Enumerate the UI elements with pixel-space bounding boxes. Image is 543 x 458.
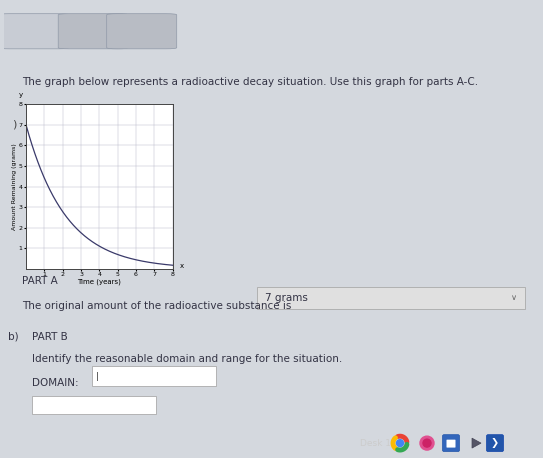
Bar bbox=[92, 366, 216, 387]
Text: ❯: ❯ bbox=[491, 438, 499, 448]
X-axis label: Time (years): Time (years) bbox=[78, 278, 121, 285]
Circle shape bbox=[396, 440, 403, 447]
Text: The original amount of the radioactive substance is: The original amount of the radioactive s… bbox=[22, 301, 292, 311]
Circle shape bbox=[420, 436, 434, 450]
Bar bbox=[32, 396, 156, 414]
FancyBboxPatch shape bbox=[487, 435, 503, 452]
Text: DOMAIN:: DOMAIN: bbox=[32, 378, 79, 388]
Text: ∨: ∨ bbox=[511, 293, 517, 302]
Y-axis label: Amount Remaining (grams): Amount Remaining (grams) bbox=[12, 143, 17, 230]
Text: x: x bbox=[180, 263, 184, 269]
Text: |: | bbox=[96, 372, 99, 381]
Text: ): ) bbox=[12, 120, 17, 129]
Text: The graph below represents a radioactive decay situation. Use this graph for par: The graph below represents a radioactive… bbox=[22, 77, 478, 87]
Text: 7 grams: 7 grams bbox=[265, 293, 308, 303]
Polygon shape bbox=[472, 438, 481, 448]
FancyBboxPatch shape bbox=[106, 14, 176, 49]
Text: PART B: PART B bbox=[32, 332, 68, 342]
FancyBboxPatch shape bbox=[0, 14, 69, 49]
FancyBboxPatch shape bbox=[446, 440, 456, 447]
Bar bbox=[257, 287, 525, 309]
FancyBboxPatch shape bbox=[443, 435, 459, 452]
Text: PART A: PART A bbox=[22, 276, 58, 286]
Text: y: y bbox=[18, 92, 23, 98]
Circle shape bbox=[423, 439, 431, 447]
FancyBboxPatch shape bbox=[58, 14, 128, 49]
Text: Desk 1: Desk 1 bbox=[360, 439, 391, 447]
Text: Identify the reasonable domain and range for the situation.: Identify the reasonable domain and range… bbox=[32, 354, 343, 365]
Text: b): b) bbox=[8, 332, 19, 342]
